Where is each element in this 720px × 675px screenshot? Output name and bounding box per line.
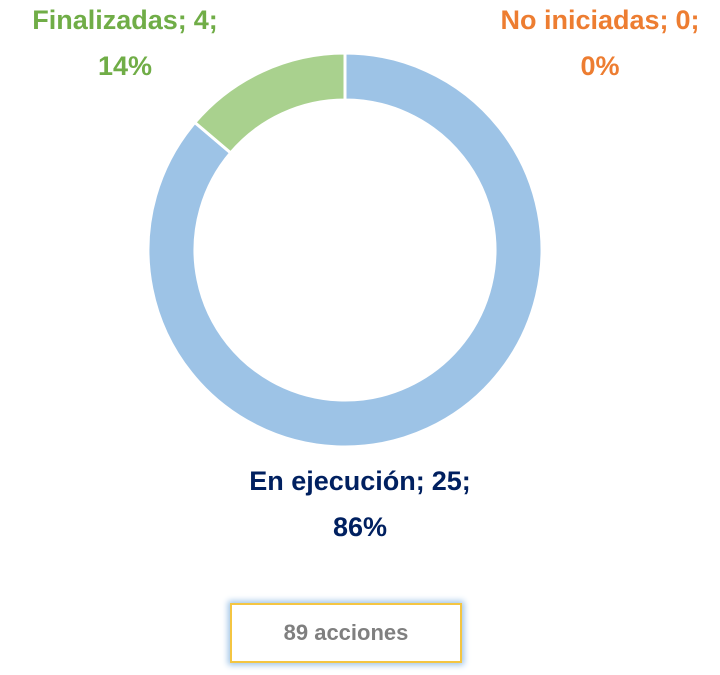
donut-slice	[146, 51, 544, 449]
label-separator: ;	[178, 5, 187, 35]
label-category: No iniciadas	[500, 5, 659, 35]
label-separator: ;	[416, 466, 425, 496]
donut-slice	[192, 51, 347, 156]
label-category: Finalizadas	[32, 5, 178, 35]
label-separator: ;	[462, 466, 471, 496]
data-label: Finalizadas; 4;	[32, 5, 218, 35]
label-separator: ;	[660, 5, 669, 35]
label-value: 25	[432, 466, 462, 496]
percent-label: 0%	[580, 51, 619, 81]
data-label: En ejecución; 25;	[249, 466, 471, 496]
label-value: 4	[194, 5, 209, 35]
annotation-box: 89 acciones	[230, 603, 462, 663]
annotation: 89 acciones	[283, 620, 409, 645]
percent-label: 14%	[98, 51, 152, 81]
label-category: En ejecución	[249, 466, 416, 496]
label-separator: ;	[209, 5, 218, 35]
label-value: 0	[676, 5, 691, 35]
percent-label: 86%	[333, 512, 387, 542]
data-label: No iniciadas; 0;	[500, 5, 699, 35]
label-separator: ;	[691, 5, 700, 35]
